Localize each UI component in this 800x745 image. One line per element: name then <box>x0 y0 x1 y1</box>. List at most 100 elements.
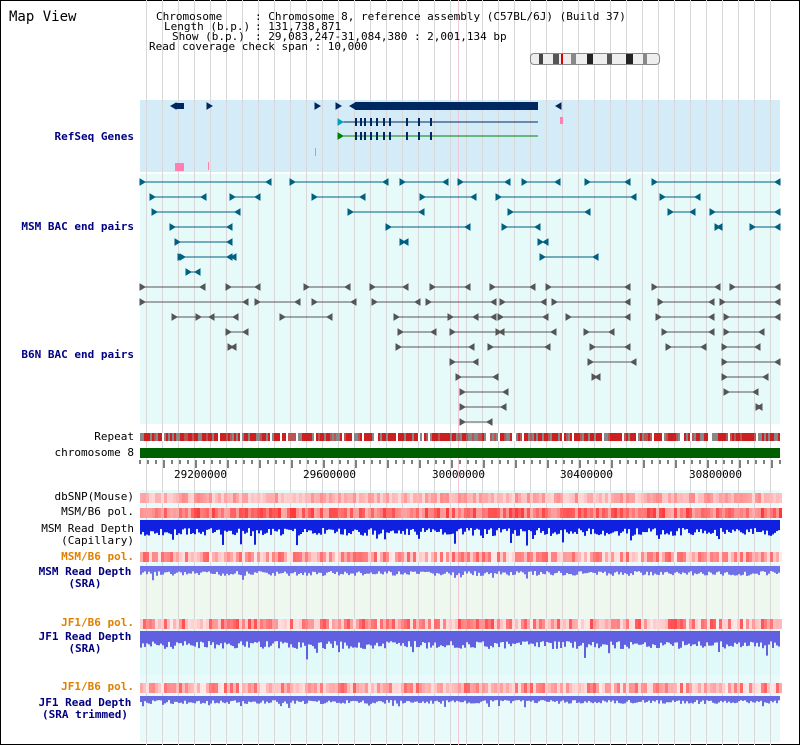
jf1-trimmed-depth <box>186 696 188 704</box>
msm-sra-depth <box>240 566 242 576</box>
jf1-sra-depth <box>704 631 706 647</box>
msm-capillary-depth <box>430 520 432 533</box>
dbsnp-heat <box>266 493 269 503</box>
jf1-b6-pol-heat <box>674 619 677 629</box>
jf1-trimmed-depth <box>696 696 698 701</box>
jf1-b6-pol-heat <box>281 619 284 629</box>
msm-sra-depth <box>446 566 448 572</box>
msm-capillary-depth <box>266 520 268 533</box>
dbsnp-heat <box>458 493 461 503</box>
dbsnp-heat <box>767 493 770 503</box>
jf1-sra-depth <box>544 631 546 647</box>
jf1-trimmed-depth <box>544 696 546 701</box>
jf1-sra-depth <box>638 631 640 645</box>
jf1-sra-depth <box>480 631 482 643</box>
msm-capillary-depth <box>324 520 326 534</box>
msm-b6-pol-heat <box>296 508 299 518</box>
jf1-trimmed-depth <box>494 696 496 701</box>
jf1-trimmed-depth <box>500 696 502 701</box>
repeat-segment <box>706 433 708 441</box>
jf1-b6-pol-heat <box>629 683 632 693</box>
msm-sra-depth <box>218 566 220 575</box>
dbsnp-heat <box>371 493 374 503</box>
jf1-sra-depth <box>646 631 648 647</box>
msm-sra-depth <box>458 566 460 574</box>
jf1-b6-pol-heat <box>599 683 602 693</box>
msm-b6-pol-heat <box>524 552 527 562</box>
jf1-b6-pol-heat <box>248 683 251 693</box>
msm-bac-pair-end <box>185 268 192 276</box>
msm-b6-pol-heat <box>266 508 269 518</box>
jf1-trimmed-depth <box>778 696 780 701</box>
jf1-b6-pol-heat <box>713 619 716 629</box>
jf1-b6-pol-heat <box>206 683 209 693</box>
jf1-b6-pol-heat <box>362 619 365 629</box>
jf1-sra-depth <box>748 631 750 646</box>
msm-sra-depth <box>192 566 194 572</box>
msm-b6-pol-heat <box>242 508 245 518</box>
jf1-b6-pol-heat <box>548 683 551 693</box>
msm-sra-depth <box>146 566 148 575</box>
jf1-trimmed-depth <box>266 696 268 702</box>
jf1-sra-depth <box>712 631 714 646</box>
jf1-trimmed-depth <box>542 696 544 701</box>
msm-b6-pol-heat <box>143 552 146 562</box>
gene-exon <box>406 118 408 126</box>
jf1-b6-pol-heat <box>710 683 713 693</box>
repeat-segment <box>516 433 518 441</box>
msm-capillary-depth <box>464 520 466 532</box>
jf1-b6-pol-heat <box>479 619 482 629</box>
jf1-sra-depth <box>762 631 764 649</box>
repeat-segment <box>562 433 564 441</box>
dbsnp-heat <box>716 493 719 503</box>
msm-sra-depth <box>420 566 422 572</box>
jf1-trimmed-depth <box>258 696 260 704</box>
msm-capillary-depth <box>474 520 476 530</box>
repeat-segment <box>420 433 422 441</box>
jf1-b6-pol-heat <box>413 619 416 629</box>
msm-capillary-depth <box>676 520 678 532</box>
dbsnp-heat <box>188 493 191 503</box>
msm-bac-pair-end <box>382 178 389 186</box>
chromosome-ideogram[interactable] <box>530 53 660 65</box>
repeat-segment <box>720 433 722 441</box>
jf1-b6-pol-heat <box>476 683 479 693</box>
jf1-sra-depth <box>540 631 542 642</box>
repeat-segment <box>304 433 306 441</box>
jf1-trimmed-depth <box>420 696 422 703</box>
msm-capillary-depth <box>666 520 668 534</box>
jf1-b6-pol-heat <box>434 683 437 693</box>
jf1-trimmed-depth <box>408 696 410 702</box>
jf1-trimmed-depth <box>174 696 176 702</box>
msm-b6-pol-heat <box>374 552 377 562</box>
msm-sra-depth <box>286 566 288 574</box>
jf1-b6-pol-heat <box>215 619 218 629</box>
b6n-bac-pair-end <box>661 328 668 336</box>
b6n-bac-pair-end <box>551 298 558 306</box>
repeat-segment <box>214 433 216 441</box>
page-title: Map View <box>9 9 77 25</box>
jf1-sra-depth <box>158 631 160 646</box>
b6n-bac-pair-end <box>708 298 715 306</box>
msm-sra-depth <box>668 566 670 574</box>
repeat-segment <box>228 433 230 441</box>
chromosome-bar <box>140 448 780 458</box>
msm-capillary-depth <box>586 520 588 532</box>
jf1-trimmed-depth <box>218 696 220 704</box>
jf1-b6-pol-heat <box>533 683 536 693</box>
msm-b6-pol-heat <box>572 508 575 518</box>
dbsnp-heat <box>590 493 593 503</box>
dbsnp-heat <box>629 493 632 503</box>
msm-b6-pol-heat <box>434 552 437 562</box>
msm-sra-depth <box>632 566 634 575</box>
msm-b6-pol-heat <box>428 508 431 518</box>
jf1-trimmed-depth <box>504 696 506 701</box>
jf1-trimmed-depth <box>286 696 288 704</box>
jf1-b6-pol-heat <box>659 683 662 693</box>
jf1-sra-depth <box>542 631 544 642</box>
dbsnp-heat <box>512 493 515 503</box>
msm-capillary-depth <box>664 520 666 535</box>
repeat-segment <box>168 433 170 441</box>
jf1-b6-pol-heat <box>401 683 404 693</box>
